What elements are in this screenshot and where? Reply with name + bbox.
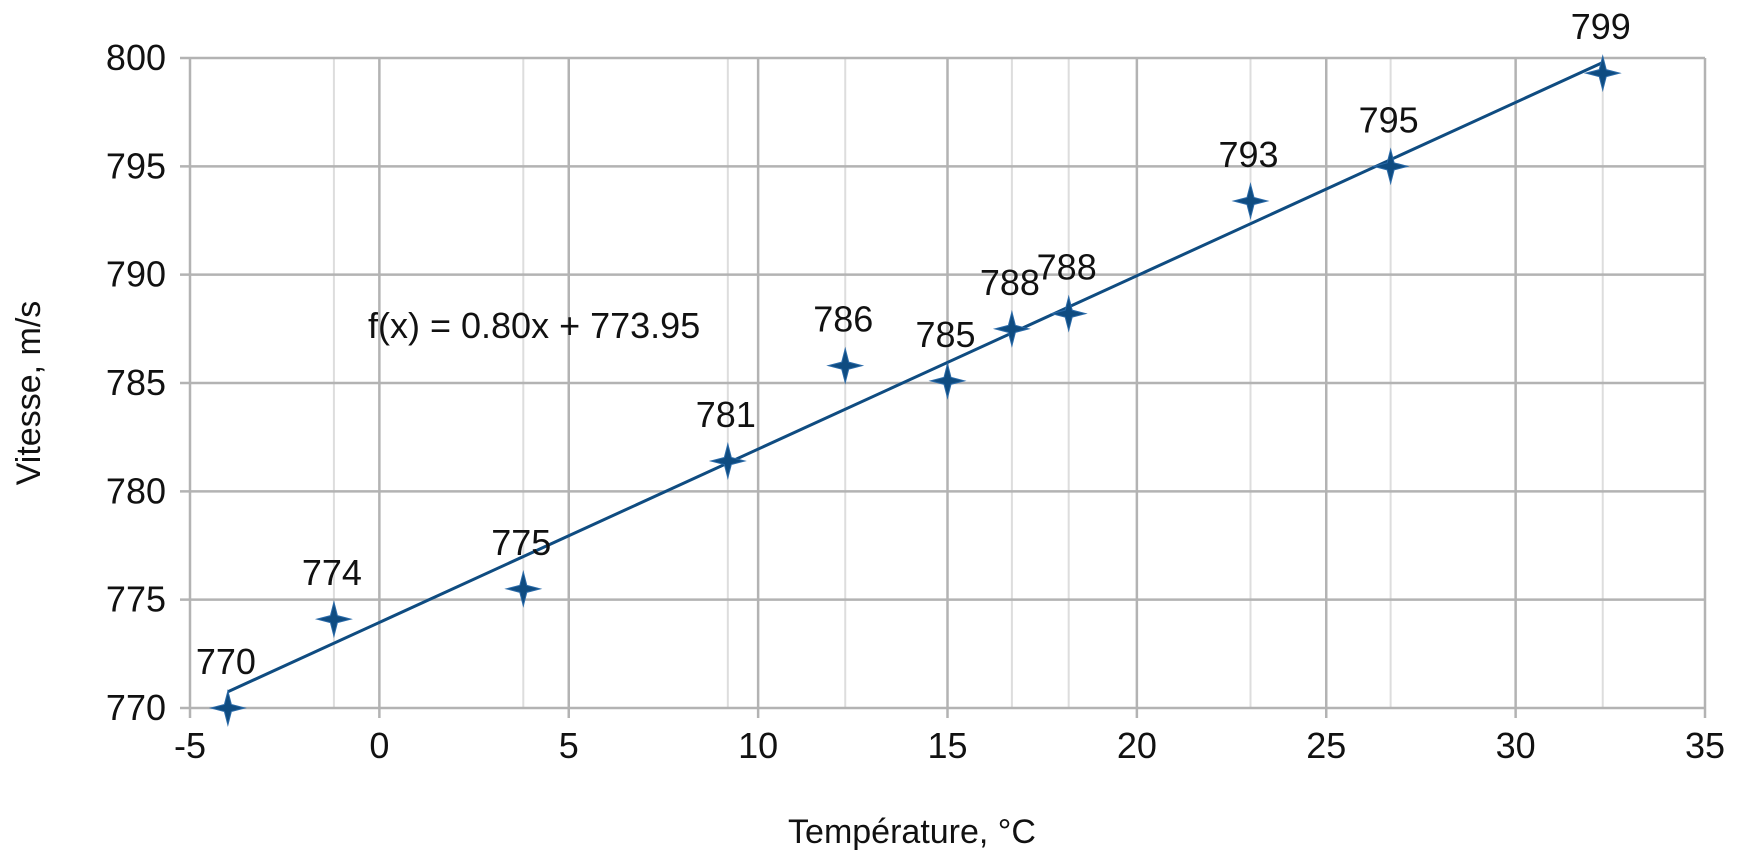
y-tick-label: 780 (106, 470, 166, 511)
data-points-layer (208, 54, 1622, 727)
trendline (227, 61, 1604, 694)
data-point-marker (1371, 147, 1410, 186)
data-label: 788 (980, 262, 1040, 303)
data-label: 799 (1571, 6, 1631, 47)
data-point-marker (314, 600, 353, 639)
y-tick-label: 770 (106, 687, 166, 728)
x-tick-label: 20 (1117, 725, 1157, 766)
data-point-marker (708, 442, 747, 480)
data-point-marker (1231, 182, 1270, 220)
x-axis-title: Température, °C (788, 813, 1036, 851)
data-label: 795 (1359, 99, 1419, 140)
data-label: 770 (196, 641, 256, 682)
data-point-marker (826, 346, 865, 385)
data-point-marker (504, 569, 543, 608)
data-label: 775 (491, 522, 551, 563)
x-tick-label: 5 (559, 725, 579, 766)
y-tick-label: 775 (106, 579, 166, 620)
y-tick-label: 790 (106, 254, 166, 295)
data-label: 788 (1037, 247, 1097, 288)
data-label: 786 (813, 299, 873, 340)
data-point-marker (208, 689, 247, 727)
x-tick-label: 35 (1685, 725, 1725, 766)
grid-layer (180, 56, 1707, 718)
x-tick-label: 10 (738, 725, 778, 766)
x-tick-label: 0 (369, 725, 389, 766)
x-tick-label: -5 (174, 725, 206, 766)
data-label: 774 (302, 552, 362, 593)
x-tick-label: 30 (1496, 725, 1536, 766)
data-label: 781 (696, 394, 756, 435)
axis-layer: -5 0 5 10 15 20 25 30 35 770 775 780 785 790 795 800 (106, 37, 1725, 766)
data-label: 785 (915, 314, 975, 355)
data-point-marker (1583, 54, 1622, 93)
y-tick-label: 800 (106, 37, 166, 78)
y-tick-label: 795 (106, 145, 166, 186)
data-label: 793 (1218, 134, 1278, 175)
data-point-marker (928, 361, 967, 400)
data-point-marker (1049, 294, 1088, 333)
y-axis-title: Vitesse, m/s (10, 301, 48, 486)
trendline-equation: f(x) = 0.80x + 773.95 (368, 305, 700, 346)
x-tick-label: 15 (927, 725, 967, 766)
x-tick-label: 25 (1306, 725, 1346, 766)
trendline-layer (227, 61, 1604, 694)
y-tick-label: 785 (106, 362, 166, 403)
data-point-marker (992, 309, 1031, 348)
